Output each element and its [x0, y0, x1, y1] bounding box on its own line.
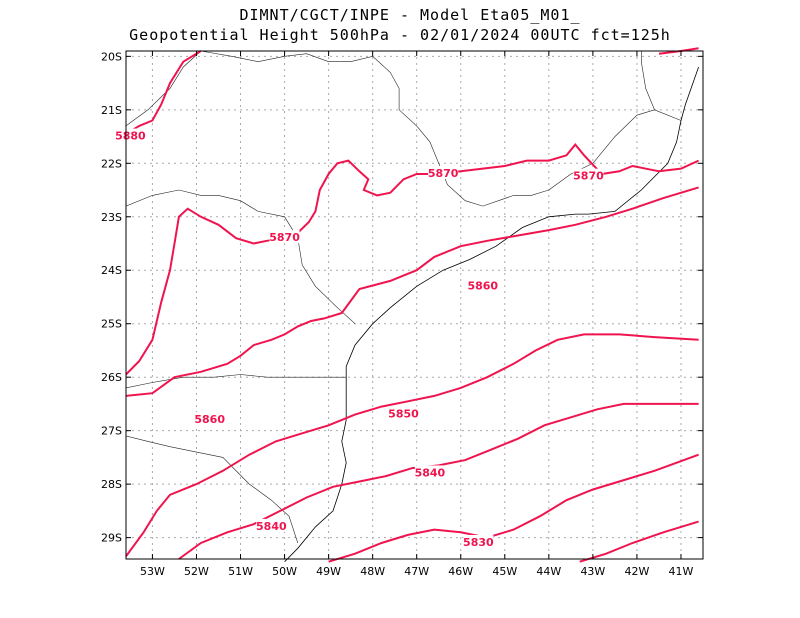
contour-label: 5840 — [415, 466, 446, 479]
lat-tick-label: 23S — [101, 211, 122, 224]
contour-label: 5860 — [467, 279, 498, 292]
lat-tick-label: 21S — [101, 104, 122, 117]
contour-label-bg — [256, 518, 287, 532]
contour-5870 — [125, 143, 700, 376]
contour-label: 5850 — [388, 408, 419, 421]
lat-tick-label: 25S — [101, 318, 122, 331]
contour-label-bg — [269, 230, 300, 244]
lat-tick-label: 28S — [101, 478, 122, 491]
lat-tick-label: 26S — [101, 371, 122, 384]
lon-tick-label: 43W — [580, 565, 605, 578]
contour-5820 — [579, 520, 699, 563]
contour-label-bg — [115, 128, 146, 142]
contour-label: 5840 — [256, 520, 287, 533]
lon-tick-label: 48W — [360, 565, 385, 578]
lat-tick-label: 27S — [101, 425, 122, 438]
contour-label: 5870 — [573, 170, 604, 183]
map-title-line-2: Geopotential Height 500hPa - 02/01/2024 … — [129, 26, 671, 44]
contour-label: 5880 — [115, 130, 146, 143]
map-frame — [125, 50, 704, 560]
lon-tick-label: 42W — [624, 565, 649, 578]
height-contours — [125, 47, 700, 563]
state-border — [125, 374, 347, 389]
lon-tick-label: 41W — [669, 565, 694, 578]
contour-label-bg — [467, 278, 498, 292]
contour-label-bg — [388, 406, 419, 420]
coastline — [284, 66, 699, 562]
contour-label: 5860 — [194, 413, 225, 426]
state-border — [125, 435, 299, 544]
contour-label: 5870 — [428, 167, 459, 180]
state-border — [641, 51, 655, 110]
contour-label: 5870 — [269, 231, 300, 244]
contour-label-bg — [428, 165, 459, 179]
contour-label-bg — [463, 534, 494, 548]
state-border — [200, 50, 549, 207]
lat-tick-label: 24S — [101, 264, 122, 277]
contour-5850 — [125, 333, 699, 557]
contour-label-bg — [573, 168, 604, 182]
contour-label: 5830 — [463, 536, 494, 549]
contour-label-bg — [194, 411, 225, 425]
lon-tick-label: 44W — [536, 565, 561, 578]
lon-tick-label: 52W — [184, 565, 209, 578]
lat-tick-label: 22S — [101, 157, 122, 170]
map-grid — [126, 51, 703, 559]
state-border — [125, 189, 356, 324]
contour-5880 — [125, 50, 202, 135]
state-border — [125, 50, 202, 127]
lat-tick-label: 20S — [101, 50, 122, 63]
political-borders — [125, 50, 682, 544]
lon-tick-label: 50W — [272, 565, 297, 578]
longitude-axis: 53W 52W 51W 50W 49W 48W 47W 46W 45W 44W 43W 42W 41W — [140, 51, 694, 578]
lon-tick-label: 53W — [140, 565, 165, 578]
lon-tick-label: 47W — [404, 565, 429, 578]
lon-tick-label: 51W — [228, 565, 253, 578]
contour-label-bg — [414, 465, 445, 479]
lon-tick-label: 45W — [492, 565, 517, 578]
contour-labels: 5880 5870 5870 5870 5860 5860 5850 5840 5840 5830 — [115, 128, 604, 549]
contour-5830 — [328, 453, 699, 563]
contour-5860 — [125, 186, 699, 397]
lon-tick-label: 46W — [448, 565, 473, 578]
state-border — [548, 109, 682, 191]
lon-tick-label: 49W — [316, 565, 341, 578]
lat-tick-label: 29S — [101, 532, 122, 545]
map-title-line-1: DIMNT/CGCT/INPE - Model Eta05_M01_ — [239, 6, 581, 24]
latitude-axis: 20S 21S 22S 23S 24S 25S 26S 27S 28S 29S — [101, 50, 703, 545]
